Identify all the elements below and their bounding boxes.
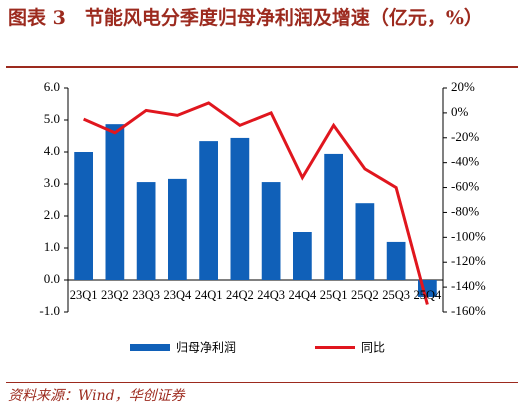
x-tick-label: 25Q2 — [351, 288, 379, 302]
y-tick-label: 2.0 — [44, 207, 60, 222]
y2-tick-label: -160% — [451, 303, 486, 318]
y2-tick-label: -80% — [451, 203, 479, 218]
y2-tick-label: -20% — [451, 129, 479, 144]
y2-tick-label: -60% — [451, 179, 479, 194]
x-tick-label: 24Q2 — [226, 288, 254, 302]
x-tick-label: 25Q1 — [320, 288, 348, 302]
x-tick-label: 24Q1 — [195, 288, 223, 302]
legend-label: 归母净利润 — [176, 341, 236, 355]
chart-title: 图表 3 节能风电分季度归母净利润及增速（亿元，%） — [8, 7, 483, 29]
y-tick-label: 5.0 — [44, 111, 60, 126]
y2-tick-label: 20% — [451, 79, 475, 94]
bar — [230, 137, 250, 280]
source-note: 资料来源：Wind，华创证券 — [8, 388, 185, 404]
legend-label: 同比 — [361, 341, 385, 355]
x-tick-label: 23Q2 — [101, 288, 129, 302]
y2-tick-label: -140% — [451, 278, 486, 293]
x-tick-label: 25Q4 — [413, 288, 442, 302]
bar — [293, 232, 312, 280]
bar — [199, 141, 218, 280]
y2-tick-label: -40% — [451, 154, 479, 169]
bar — [168, 178, 187, 280]
y-tick-label: -1.0 — [39, 303, 60, 318]
bar — [324, 153, 343, 280]
y-tick-label: 6.0 — [44, 79, 60, 94]
y2-tick-label: 0% — [451, 104, 469, 119]
x-tick-label: 23Q3 — [132, 288, 160, 302]
bar — [355, 203, 375, 280]
y-tick-label: 0.0 — [44, 271, 60, 286]
bar — [261, 182, 281, 280]
bar — [136, 182, 156, 280]
x-tick-label: 23Q1 — [70, 288, 98, 302]
bar — [105, 124, 125, 280]
y2-tick-label: -120% — [451, 253, 486, 268]
bar — [386, 241, 406, 280]
bar — [74, 152, 93, 280]
x-tick-label: 23Q4 — [163, 288, 192, 302]
x-tick-label: 24Q4 — [288, 288, 317, 302]
y2-tick-label: -100% — [451, 228, 486, 243]
y-tick-label: 1.0 — [44, 239, 60, 254]
x-tick-label: 25Q3 — [382, 288, 410, 302]
y-tick-label: 3.0 — [44, 175, 60, 190]
legend-swatch — [130, 344, 170, 351]
title-rule — [6, 66, 518, 68]
y-tick-label: 4.0 — [44, 143, 60, 158]
line — [83, 101, 429, 305]
x-tick-label: 24Q3 — [257, 288, 285, 302]
source-rule — [6, 382, 518, 383]
